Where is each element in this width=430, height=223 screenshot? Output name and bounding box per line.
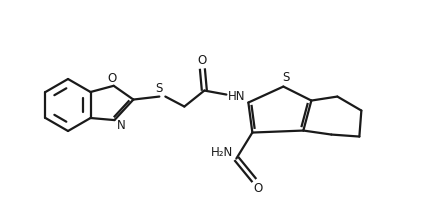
Text: O: O [254, 182, 263, 195]
Text: H₂N: H₂N [211, 146, 233, 159]
Text: O: O [198, 54, 207, 67]
Text: S: S [283, 71, 290, 84]
Text: S: S [156, 82, 163, 95]
Text: N: N [117, 119, 126, 132]
Text: HN: HN [227, 90, 245, 103]
Text: O: O [107, 72, 117, 85]
